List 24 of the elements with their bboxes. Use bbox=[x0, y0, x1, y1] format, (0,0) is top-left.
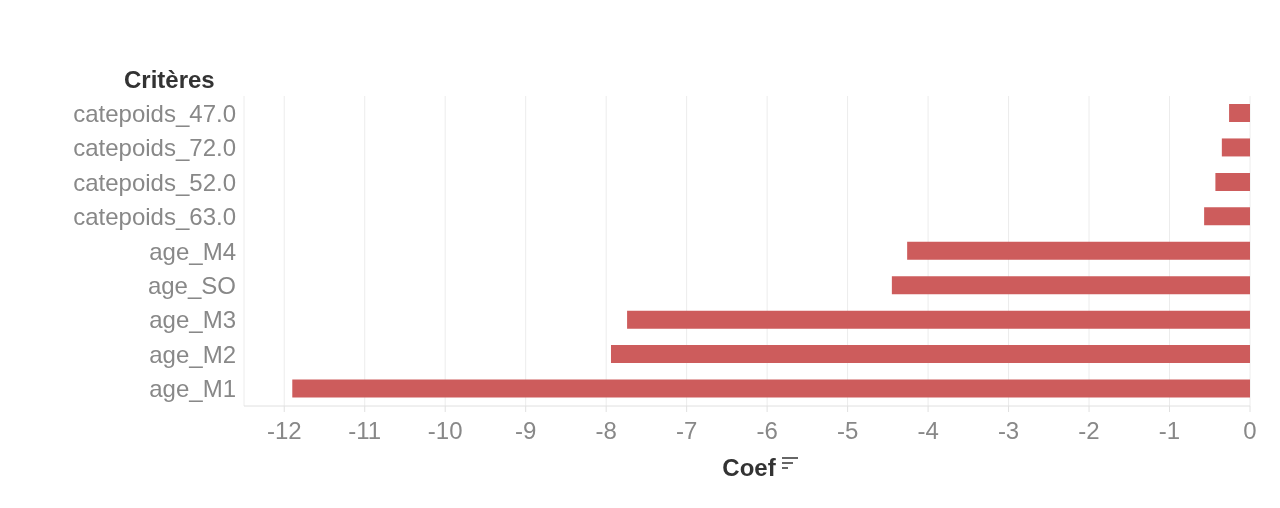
y-tick-label: catepoids_63.0 bbox=[73, 203, 236, 231]
x-tick-label: -10 bbox=[427, 417, 463, 445]
x-axis-title: Coef bbox=[722, 454, 776, 481]
x-tick-label: -1 bbox=[1158, 417, 1181, 445]
x-tick-label: -7 bbox=[675, 417, 698, 445]
y-axis-title: Critères bbox=[124, 66, 215, 94]
y-tick-label: age_SO bbox=[147, 271, 236, 299]
x-tick-label: -5 bbox=[836, 417, 859, 445]
x-tick-label: -6 bbox=[756, 417, 778, 445]
y-tick-label: age_M4 bbox=[149, 237, 236, 265]
y-tick-label: age_M2 bbox=[149, 340, 236, 368]
x-tick-label: -2 bbox=[1078, 417, 1100, 445]
x-tick-label: -12 bbox=[266, 417, 302, 445]
y-tick-label: catepoids_47.0 bbox=[73, 99, 236, 127]
x-tick-label: -4 bbox=[917, 417, 939, 445]
x-tick-label: -9 bbox=[515, 417, 537, 445]
y-tick-label: catepoids_52.0 bbox=[73, 168, 236, 196]
x-tick-label: -11 bbox=[348, 417, 382, 445]
y-tick-label: catepoids_72.0 bbox=[73, 134, 236, 162]
x-tick-label: -3 bbox=[997, 417, 1020, 445]
x-tick-label: 0 bbox=[1243, 417, 1257, 445]
y-tick-label: age_M1 bbox=[149, 375, 236, 403]
y-tick-label: age_M3 bbox=[149, 306, 236, 334]
x-tick-label: -8 bbox=[595, 417, 617, 445]
